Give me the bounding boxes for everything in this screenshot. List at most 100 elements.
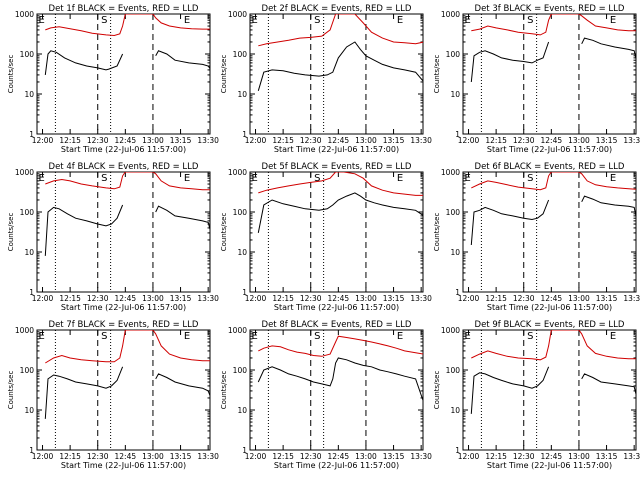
x-tick-label: 12:00 [245, 452, 267, 461]
marker-s: S [101, 331, 107, 342]
panel-det-8: Det 8f BLACK = Events, RED = LLD 1 10 100 10… [220, 320, 432, 470]
y-axis-label: Counts/sec [433, 371, 441, 410]
x-tick-label: 12:45 [541, 136, 563, 145]
x-tick-label: 12:15 [59, 136, 81, 145]
series-lld [471, 172, 636, 191]
y-tick-label: 1 [29, 446, 34, 455]
series-lld [471, 330, 636, 361]
panel-title: Det 2f BLACK = Events, RED = LLD [262, 4, 412, 14]
marker-e: E [465, 173, 471, 184]
y-tick-label: 1 [455, 130, 460, 139]
y-tick-label: 100 [20, 366, 35, 375]
x-tick-label: 13:30 [623, 452, 640, 461]
x-axis-label: Start Time (22-Jul-06 11:57:00) [274, 461, 399, 470]
plot-frame [36, 171, 211, 293]
panel-det-5: Det 5f BLACK = Events, RED = LLD 1 10 100 10… [220, 162, 432, 312]
y-tick-label: 1 [455, 446, 460, 455]
y-tick-label: 100 [446, 50, 461, 59]
x-tick-label: 12:15 [485, 294, 507, 303]
x-axis-label: Start Time (22-Jul-06 11:57:00) [274, 303, 399, 312]
y-tick-label: 1 [455, 288, 460, 297]
plot-frame [249, 171, 424, 293]
x-tick-label: 13:00 [142, 294, 164, 303]
marker-e: E [397, 15, 403, 26]
x-axis-label: Start Time (22-Jul-06 11:57:00) [61, 303, 186, 312]
x-axis-label: Start Time (22-Jul-06 11:57:00) [487, 303, 612, 312]
x-tick-label: 13:15 [383, 136, 405, 145]
y-tick-label: 1 [242, 446, 247, 455]
y-axis-label: Counts/sec [7, 371, 15, 410]
y-axis-label: Counts/sec [433, 55, 441, 94]
x-tick-label: 12:45 [115, 294, 137, 303]
plot-frame [36, 329, 211, 451]
x-tick-label: 13:00 [568, 452, 590, 461]
y-axis-label: Counts/sec [220, 371, 228, 410]
y-axis-label: Counts/sec [7, 213, 15, 252]
marker-s: S [527, 15, 533, 26]
marker-e: E [39, 173, 45, 184]
x-tick-label: 12:00 [32, 136, 54, 145]
x-tick-label: 13:30 [623, 294, 640, 303]
x-tick-label: 12:45 [115, 136, 137, 145]
y-tick-label: 1 [242, 288, 247, 297]
x-tick-label: 12:30 [87, 136, 109, 145]
x-tick-label: 12:30 [513, 136, 535, 145]
y-tick-label: 10 [237, 406, 247, 415]
y-tick-label: 100 [233, 50, 248, 59]
x-tick-label: 12:45 [328, 294, 350, 303]
y-tick-label: 1 [242, 130, 247, 139]
x-tick-label: 12:30 [513, 452, 535, 461]
x-tick-label: 13:00 [568, 294, 590, 303]
x-tick-label: 13:30 [623, 136, 640, 145]
series-lld [471, 14, 636, 36]
x-tick-label: 13:30 [197, 294, 219, 303]
panel-title: Det 5f BLACK = Events, RED = LLD [262, 162, 412, 172]
panel-title: Det 4f BLACK = Events, RED = LLD [49, 162, 199, 172]
x-tick-label: 12:15 [272, 452, 294, 461]
marker-s: S [314, 331, 320, 342]
y-tick-label: 1 [29, 288, 34, 297]
y-tick-label: 1000 [228, 326, 247, 335]
y-axis-label: Counts/sec [7, 55, 15, 94]
marker-s: S [527, 331, 533, 342]
x-tick-label: 13:30 [197, 136, 219, 145]
y-tick-label: 10 [24, 406, 34, 415]
y-tick-label: 10 [450, 248, 460, 257]
series-events [44, 50, 210, 75]
panel-title: Det 3f BLACK = Events, RED = LLD [475, 4, 625, 14]
x-tick-label: 12:30 [87, 452, 109, 461]
x-tick-label: 12:15 [272, 136, 294, 145]
marker-s: S [314, 173, 320, 184]
series-lld [258, 172, 423, 196]
x-tick-label: 12:30 [513, 294, 535, 303]
x-tick-label: 13:00 [355, 452, 377, 461]
y-tick-label: 1000 [441, 168, 460, 177]
panel-det-4: Det 4f BLACK = Events, RED = LLD 1 10 100 10… [7, 162, 219, 312]
marker-e: E [610, 15, 616, 26]
y-tick-label: 10 [24, 248, 34, 257]
x-tick-label: 13:30 [410, 452, 432, 461]
plot-frame [462, 329, 637, 451]
panel-title: Det 1f BLACK = Events, RED = LLD [49, 4, 199, 14]
series-events [470, 37, 636, 83]
marker-s: S [101, 15, 107, 26]
marker-e: E [252, 173, 258, 184]
y-tick-label: 100 [446, 366, 461, 375]
series-events [44, 366, 210, 419]
plot-frame [462, 171, 637, 293]
x-tick-label: 13:15 [596, 452, 618, 461]
y-axis-label: Counts/sec [433, 213, 441, 252]
y-axis-label: Counts/sec [220, 55, 228, 94]
marker-e: E [39, 15, 45, 26]
series-events [257, 357, 423, 402]
marker-e: E [252, 15, 258, 26]
y-tick-label: 1000 [441, 10, 460, 19]
y-tick-label: 1 [29, 130, 34, 139]
x-tick-label: 13:30 [410, 136, 432, 145]
x-tick-label: 12:15 [485, 136, 507, 145]
y-tick-label: 1000 [228, 168, 247, 177]
x-tick-label: 12:15 [272, 294, 294, 303]
x-axis-label: Start Time (22-Jul-06 11:57:00) [487, 145, 612, 154]
x-tick-label: 12:45 [328, 136, 350, 145]
